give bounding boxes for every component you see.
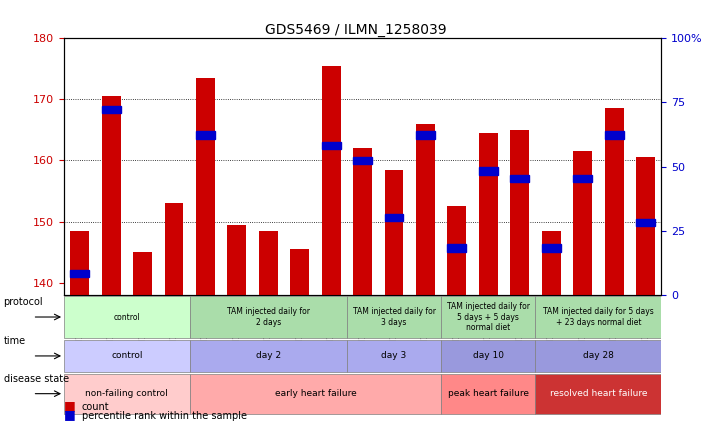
Text: TAM injected daily for
5 days + 5 days
normal diet: TAM injected daily for 5 days + 5 days n… xyxy=(447,302,530,332)
Bar xyxy=(102,106,121,113)
Text: TAM injected daily for
3 days: TAM injected daily for 3 days xyxy=(353,308,436,327)
Bar xyxy=(70,231,89,295)
Bar xyxy=(416,124,435,295)
Bar xyxy=(133,252,152,295)
Bar xyxy=(102,96,121,295)
FancyBboxPatch shape xyxy=(535,374,661,414)
Text: TAM injected daily for 5 days
+ 23 days normal diet: TAM injected daily for 5 days + 23 days … xyxy=(543,308,653,327)
FancyBboxPatch shape xyxy=(64,374,190,414)
Bar xyxy=(636,157,655,295)
Text: peak heart failure: peak heart failure xyxy=(448,389,529,398)
Text: protocol: protocol xyxy=(4,297,43,308)
Bar xyxy=(573,151,592,295)
Bar xyxy=(70,270,89,277)
Text: control: control xyxy=(114,313,140,321)
Bar xyxy=(573,175,592,182)
Bar xyxy=(196,132,215,139)
FancyBboxPatch shape xyxy=(190,296,347,338)
Text: day 10: day 10 xyxy=(473,352,504,360)
Bar xyxy=(447,206,466,295)
Bar xyxy=(353,157,372,165)
FancyBboxPatch shape xyxy=(190,340,347,372)
Bar xyxy=(385,170,403,295)
Bar xyxy=(164,203,183,295)
FancyBboxPatch shape xyxy=(535,296,661,338)
Text: ■: ■ xyxy=(64,408,76,421)
Text: ■: ■ xyxy=(64,399,76,412)
Bar xyxy=(510,130,529,295)
Text: percentile rank within the sample: percentile rank within the sample xyxy=(82,411,247,421)
Text: resolved heart failure: resolved heart failure xyxy=(550,389,647,398)
Bar xyxy=(479,168,498,175)
Bar xyxy=(385,214,403,221)
Bar xyxy=(290,249,309,295)
FancyBboxPatch shape xyxy=(442,340,535,372)
Text: TAM injected daily for
2 days: TAM injected daily for 2 days xyxy=(227,308,310,327)
Bar xyxy=(604,132,624,139)
Bar xyxy=(510,175,529,182)
FancyBboxPatch shape xyxy=(442,296,535,338)
FancyBboxPatch shape xyxy=(190,374,442,414)
Text: day 3: day 3 xyxy=(381,352,407,360)
Bar xyxy=(447,244,466,252)
Bar xyxy=(542,244,561,252)
Bar xyxy=(228,225,246,295)
Text: non-failing control: non-failing control xyxy=(85,389,169,398)
Bar xyxy=(542,231,561,295)
Text: time: time xyxy=(4,335,26,346)
Bar xyxy=(196,78,215,295)
FancyBboxPatch shape xyxy=(442,374,535,414)
Bar xyxy=(353,148,372,295)
Bar xyxy=(322,142,341,149)
Bar xyxy=(636,219,655,226)
FancyBboxPatch shape xyxy=(347,296,442,338)
FancyBboxPatch shape xyxy=(64,296,190,338)
Bar xyxy=(322,66,341,295)
Bar xyxy=(259,231,278,295)
Bar xyxy=(479,133,498,295)
Text: GDS5469 / ILMN_1258039: GDS5469 / ILMN_1258039 xyxy=(264,23,447,37)
FancyBboxPatch shape xyxy=(535,340,661,372)
Text: disease state: disease state xyxy=(4,374,69,384)
Text: count: count xyxy=(82,402,109,412)
FancyBboxPatch shape xyxy=(347,340,442,372)
Text: early heart failure: early heart failure xyxy=(274,389,356,398)
Text: day 2: day 2 xyxy=(256,352,281,360)
Bar xyxy=(416,132,435,139)
Text: day 28: day 28 xyxy=(583,352,614,360)
FancyBboxPatch shape xyxy=(64,340,190,372)
Text: control: control xyxy=(111,352,143,360)
Bar xyxy=(604,108,624,295)
